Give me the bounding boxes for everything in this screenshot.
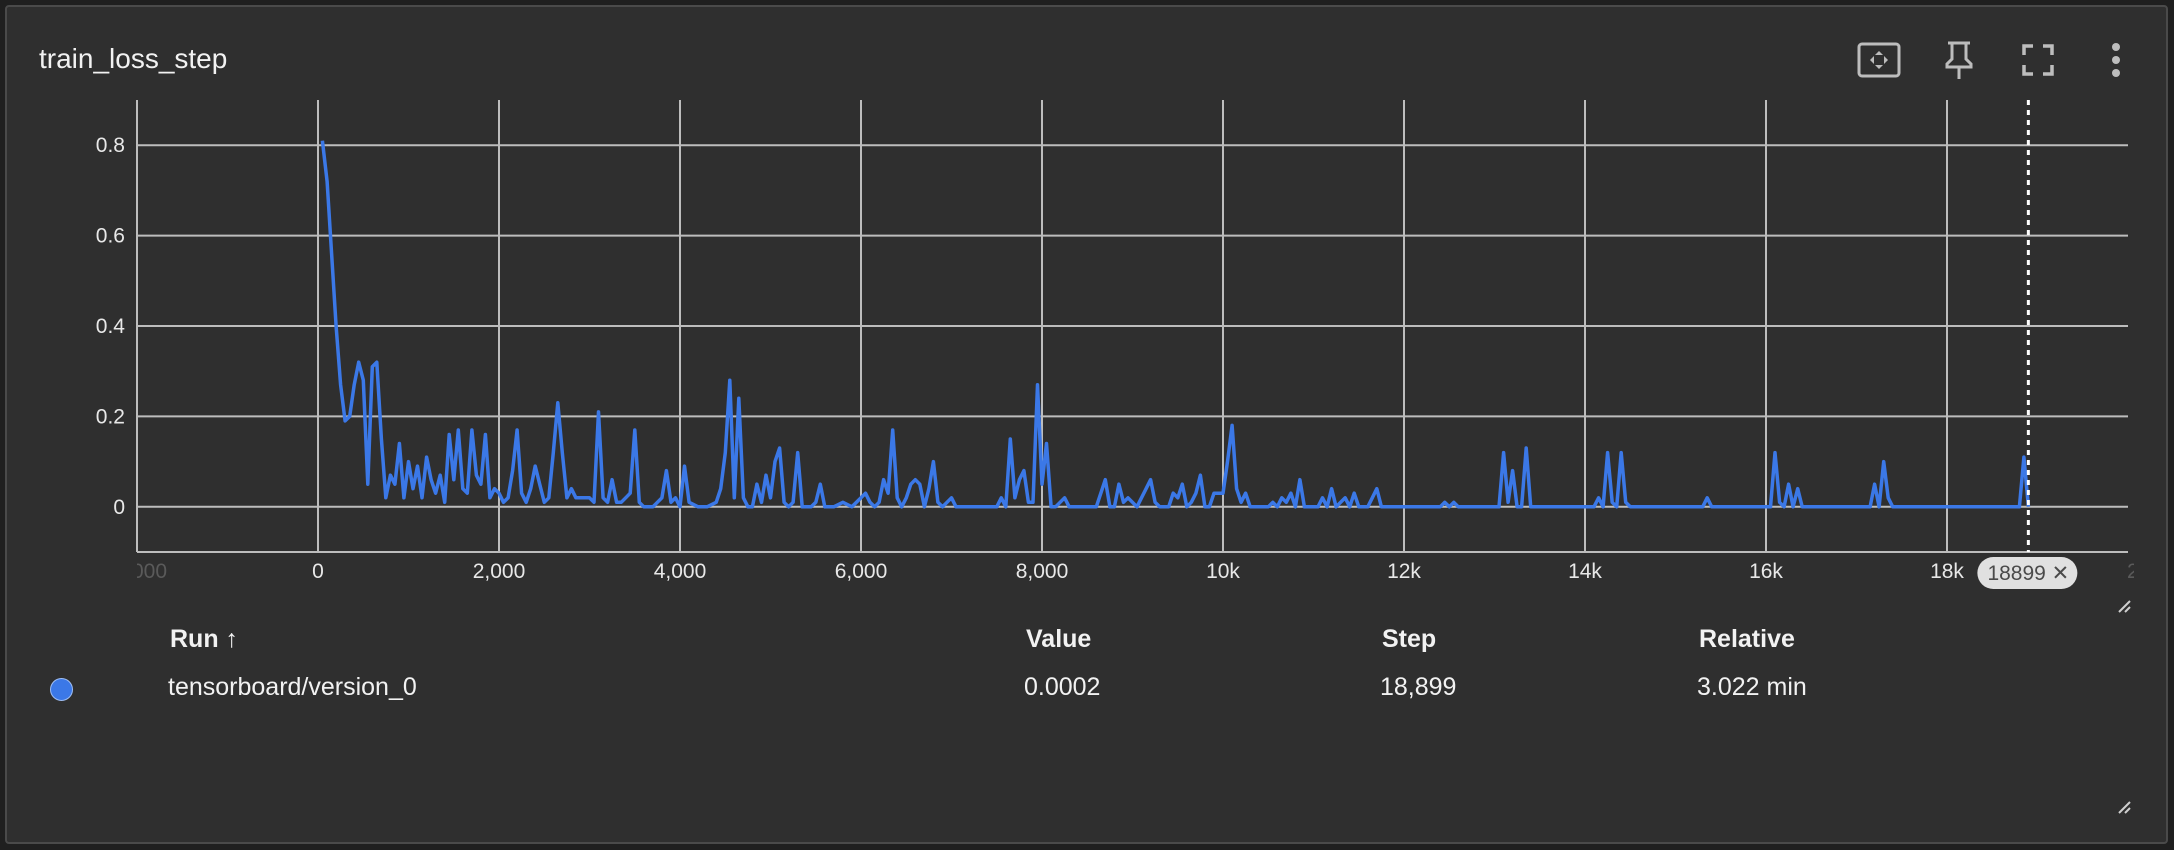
y-tick-label: 0.6 <box>96 225 125 248</box>
step-badge-label: 18899 ✕ <box>1987 562 2069 585</box>
run-color-swatch[interactable] <box>50 678 73 701</box>
y-tick-label: 0 <box>113 496 125 519</box>
pin-button[interactable] <box>1932 33 1986 87</box>
step-cell: 18,899 <box>1380 673 1457 701</box>
fullscreen-button[interactable] <box>2011 33 2065 87</box>
x-tick-label: 12k <box>1387 560 1421 583</box>
series-line <box>320 140 2031 509</box>
fit-to-data-icon <box>1857 42 1901 78</box>
x-tick-label: 14k <box>1568 560 1602 583</box>
value-column-header[interactable]: Value <box>1026 625 1092 653</box>
x-tick-label: 2,000 <box>473 560 526 583</box>
line-chart[interactable]: -2,000 0 2,000 4,000 6,000 8,000 10k 12k 14k 16k 1… <box>0 0 2174 620</box>
relative-cell: 3.022 min <box>1697 673 1807 701</box>
x-tick-label: 18k <box>1930 560 1964 583</box>
more-options-button[interactable] <box>2089 33 2143 87</box>
card-title: train_loss_step <box>39 43 228 74</box>
y-tick-label: 0.4 <box>96 315 126 338</box>
pin-icon <box>1945 41 1973 79</box>
x-tick-label: 0 <box>312 560 324 583</box>
y-tick-label: 0.2 <box>96 405 125 428</box>
step-column-header[interactable]: Step <box>1382 625 1437 653</box>
x-tick-label: 10k <box>1206 560 1240 583</box>
card-resize-handle[interactable] <box>2117 800 2131 814</box>
x-tick-label: 20k <box>2127 560 2161 583</box>
run-column-header[interactable]: Run ↑ <box>170 625 239 653</box>
y-tick-label: 0.8 <box>96 134 125 157</box>
chart-resize-handle[interactable] <box>2117 599 2131 613</box>
step-badge[interactable] <box>1977 557 2078 589</box>
x-tick-label: 8,000 <box>1016 560 1069 583</box>
x-tick-label: 6,000 <box>835 560 888 583</box>
relative-column-header[interactable]: Relative <box>1699 625 1795 653</box>
fullscreen-icon <box>2022 44 2054 76</box>
more-vert-icon <box>2112 43 2120 77</box>
x-tick-label: -2,000 <box>107 560 167 583</box>
x-tick-label: 4,000 <box>654 560 707 583</box>
fit-to-data-button[interactable] <box>1852 33 1906 87</box>
x-tick-label: 16k <box>1749 560 1783 583</box>
run-name-cell: tensorboard/version_0 <box>168 673 417 701</box>
value-cell: 0.0002 <box>1024 673 1101 701</box>
